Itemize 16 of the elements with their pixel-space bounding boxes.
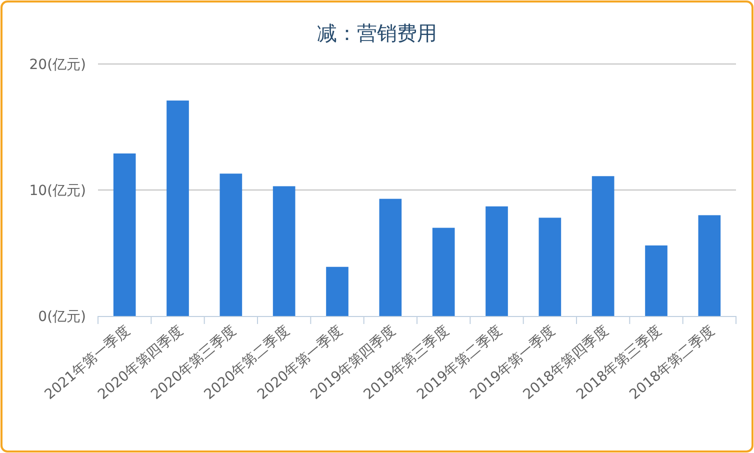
bar [538,218,562,316]
bar [220,174,242,316]
bar [272,186,296,316]
y-tick-label: 0(亿元) [38,309,86,325]
y-tick-label: 20(亿元) [29,57,86,73]
bar [432,228,455,316]
bar [645,245,668,316]
bar [326,266,348,316]
bar [486,206,508,316]
chart-title: 减：营销费用 [317,21,437,45]
bar [166,100,189,316]
bar [113,153,136,316]
bar [379,198,402,316]
bar [592,176,614,316]
bar [698,215,721,316]
y-tick-label: 10(亿元) [29,183,86,199]
